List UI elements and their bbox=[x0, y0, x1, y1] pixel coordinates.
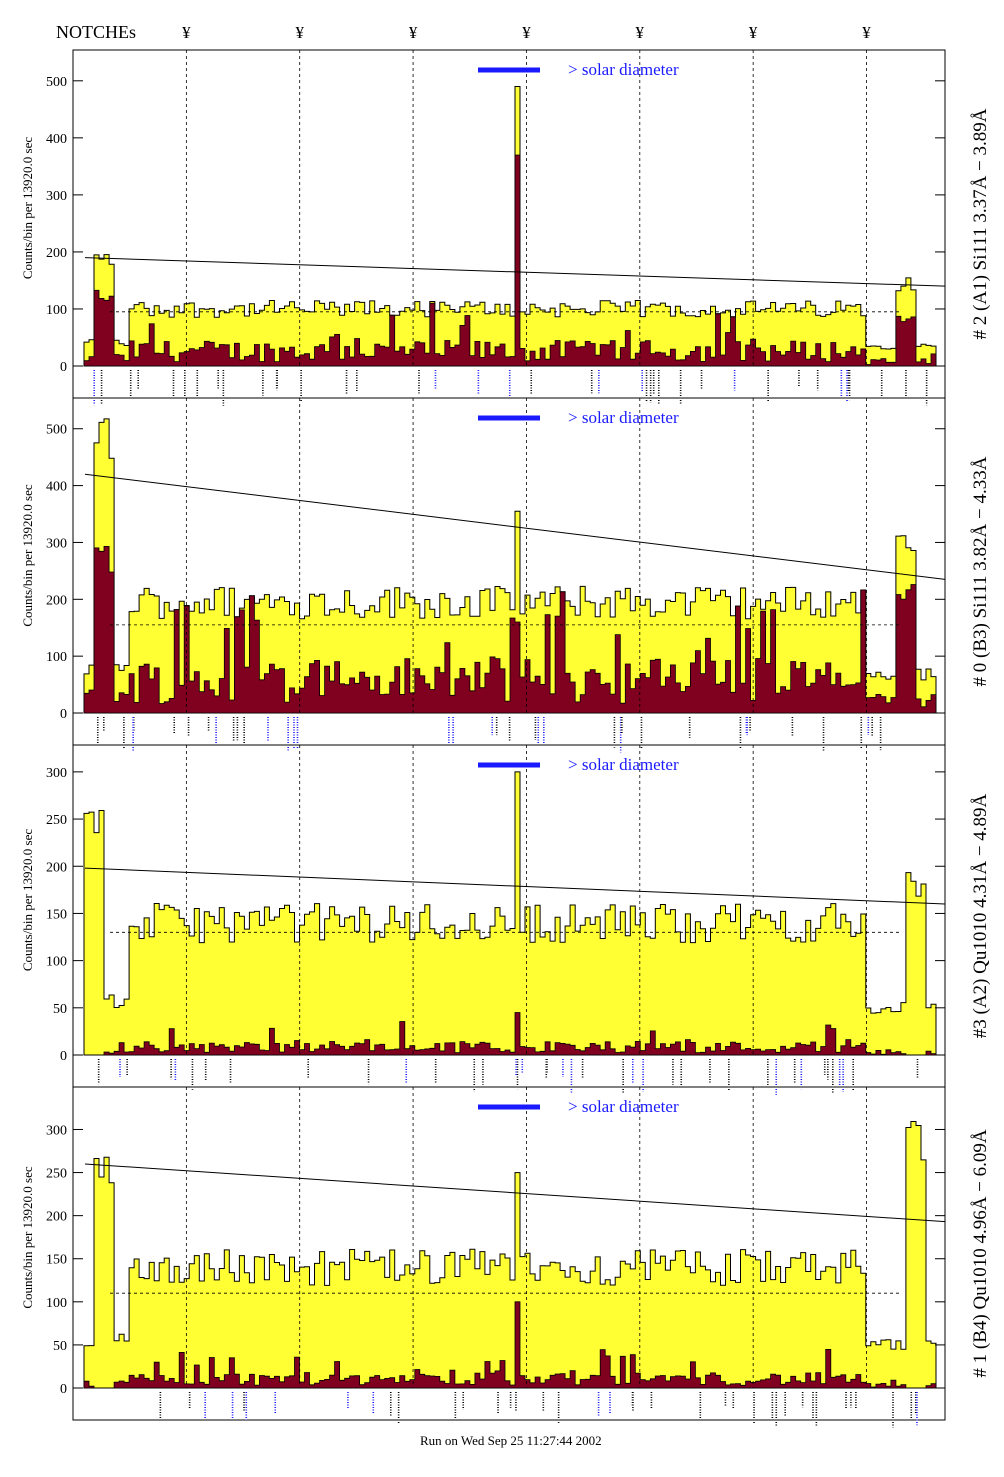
panel-1: 0 100 200 300 400 500 Counts/bin per 13920.0 s… bbox=[20, 397, 991, 753]
panel-3: 0 50 100 150 200 250 300 Counts/bin per 13920.0… bbox=[20, 1086, 991, 1428]
total-counts-histogram bbox=[83, 418, 937, 714]
solar-diameter-label: > solar diameter bbox=[568, 408, 679, 427]
envelope-line bbox=[84, 257, 946, 287]
y-tick-label: 250 bbox=[46, 1167, 67, 1182]
y-tick-label: 300 bbox=[46, 1123, 67, 1138]
y-tick-label: 100 bbox=[46, 1296, 67, 1311]
y-tick-label: 200 bbox=[46, 1210, 67, 1225]
panel-frame bbox=[72, 1086, 946, 1421]
envelope-line bbox=[84, 473, 946, 580]
y-tick-label: 400 bbox=[46, 132, 67, 147]
signal-counts-histogram bbox=[83, 546, 937, 714]
notch-marker: ¥ bbox=[409, 23, 418, 42]
notch-header: NOTCHEs ¥ ¥ ¥ ¥ ¥ ¥ ¥ bbox=[56, 22, 871, 42]
y-tick-label: 100 bbox=[46, 303, 67, 318]
y-axis-label: Counts/bin per 13920.0 sec bbox=[20, 137, 35, 279]
y-tick-label: 200 bbox=[46, 860, 67, 875]
notch-marker: ¥ bbox=[862, 23, 871, 42]
y-tick-label: 300 bbox=[46, 189, 67, 204]
y-axis-label: Counts/bin per 13920.0 sec bbox=[20, 829, 35, 971]
total-counts-histogram bbox=[83, 771, 937, 1056]
y-axis-label: Counts/bin per 13920.0 sec bbox=[20, 484, 35, 626]
y-tick-label: 200 bbox=[46, 593, 67, 608]
y-tick-label: 400 bbox=[46, 480, 67, 495]
total-counts-histogram bbox=[83, 86, 937, 367]
y-tick-label: 500 bbox=[46, 423, 67, 438]
notch-marker: ¥ bbox=[636, 23, 645, 42]
signal-counts-histogram bbox=[84, 1012, 937, 1056]
y-tick-label: 300 bbox=[46, 536, 67, 551]
y-tick-label: 50 bbox=[53, 1002, 67, 1017]
panel-title: # 1 (B4) Qu1010 4.96Å − 6.09Å bbox=[970, 1129, 991, 1377]
y-axis-label: Counts/bin per 13920.0 sec bbox=[20, 1166, 35, 1308]
y-tick-label: 50 bbox=[53, 1339, 67, 1354]
signal-counts-histogram bbox=[83, 1301, 937, 1389]
run-timestamp: Run on Wed Sep 25 11:27:44 2002 bbox=[420, 1433, 602, 1448]
y-tick-label: 100 bbox=[46, 650, 67, 665]
y-tick-label: 150 bbox=[46, 1253, 67, 1268]
solar-diameter-label: > solar diameter bbox=[568, 755, 679, 774]
panel-2: 0 50 100 150 200 250 300 Counts/bin per 13920.0… bbox=[20, 744, 991, 1095]
y-tick-label: 500 bbox=[46, 75, 67, 90]
solar-diameter-label: > solar diameter bbox=[568, 1097, 679, 1116]
y-tick-label: 0 bbox=[60, 360, 67, 375]
notch-marker: ¥ bbox=[522, 23, 531, 42]
y-tick-label: 100 bbox=[46, 955, 67, 970]
panel-title: # 2 (A1) Si111 3.37Å − 3.89Å bbox=[970, 108, 991, 339]
notch-marker: ¥ bbox=[182, 23, 191, 42]
y-tick-label: 0 bbox=[60, 707, 67, 722]
notches-label: NOTCHEs bbox=[56, 22, 136, 42]
y-tick-label: 200 bbox=[46, 246, 67, 261]
y-tick-label: 250 bbox=[46, 813, 67, 828]
solar-diameter-label: > solar diameter bbox=[568, 60, 679, 79]
panel-title: #3 (A2) Qu1010 4.31Å − 4.89Å bbox=[970, 793, 991, 1038]
envelope-line bbox=[84, 1163, 946, 1223]
notch-marker: ¥ bbox=[749, 23, 758, 42]
signal-counts-histogram bbox=[83, 154, 937, 367]
total-counts-histogram bbox=[83, 1121, 937, 1389]
envelope-line bbox=[84, 867, 946, 905]
notch-marker: ¥ bbox=[295, 23, 304, 42]
y-tick-label: 150 bbox=[46, 907, 67, 922]
y-tick-label: 300 bbox=[46, 766, 67, 781]
y-tick-label: 0 bbox=[60, 1382, 67, 1397]
panel-0: 0 100 200 300 400 500 Counts/bin per 13920.0 s… bbox=[20, 49, 991, 406]
panel-title: # 0 (B3) Si111 3.82Å − 4.33Å bbox=[970, 456, 991, 686]
y-tick-label: 0 bbox=[60, 1049, 67, 1064]
